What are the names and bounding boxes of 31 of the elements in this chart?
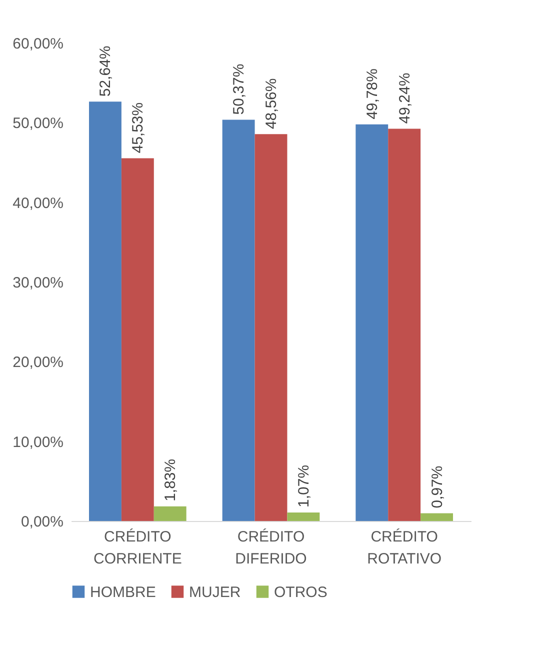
x-tick-label: CRÉDITO CORRIENTE [93, 528, 182, 568]
data-label: 49,24% [396, 72, 414, 124]
bar [388, 128, 421, 521]
x-tick-label: CRÉDITO ROTATIVO [367, 528, 442, 568]
bar [287, 512, 320, 521]
y-tick-label: 60,00% [12, 36, 64, 52]
x-tick-label: CRÉDITO DIFERIDO [235, 528, 307, 568]
bar [356, 124, 388, 521]
y-tick-label: 20,00% [12, 354, 64, 372]
y-tick-label: 40,00% [12, 194, 64, 212]
bar [222, 120, 255, 521]
data-label: 52,64% [97, 46, 114, 97]
legend-label: HOMBRE [90, 584, 156, 601]
bar [121, 158, 154, 521]
legend-label: OTROS [274, 584, 328, 601]
data-label: 1,83% [162, 458, 180, 502]
y-tick-label: 10,00% [12, 434, 64, 451]
data-label: 45,53% [130, 102, 147, 154]
bar [89, 102, 122, 521]
y-tick-label: 50,00% [12, 115, 64, 132]
bar [154, 506, 186, 521]
data-label: 1,07% [295, 464, 312, 508]
data-label: 0,97% [428, 466, 446, 508]
data-label: 50,37% [230, 64, 248, 115]
data-label: 49,78% [364, 68, 381, 120]
legend-label: MUJER [189, 584, 241, 601]
data-label: 48,56% [263, 78, 280, 130]
y-tick-label: 0,00% [20, 514, 64, 530]
bar [254, 134, 288, 521]
y-tick-label: 30,00% [12, 274, 64, 292]
bar [420, 513, 453, 521]
